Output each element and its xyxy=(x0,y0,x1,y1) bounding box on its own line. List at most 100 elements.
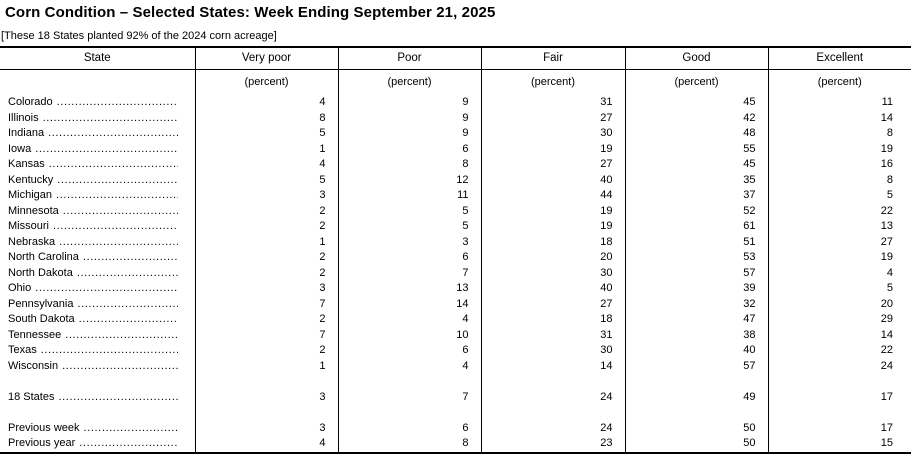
row-label-cell: Nebraska xyxy=(0,235,195,251)
dot-leader xyxy=(62,359,177,375)
row-label-cell: Minnesota xyxy=(0,204,195,220)
table-unit-row: (percent) (percent) (percent) (percent) (per… xyxy=(0,69,911,95)
row-label: Tennessee xyxy=(8,328,62,341)
value-cell: 45 xyxy=(624,157,768,173)
spacer-cell xyxy=(480,374,625,390)
value-cell: 8 xyxy=(767,172,911,188)
state-row: Iowa16195519 xyxy=(0,141,911,158)
dot-leader xyxy=(77,297,177,313)
row-label: Indiana xyxy=(8,127,45,139)
spacer-cell xyxy=(0,405,195,421)
value-cell: 20 xyxy=(480,250,625,266)
value-cell: 29 xyxy=(767,312,911,328)
row-label-cell: Missouri xyxy=(0,219,195,235)
value-cell: 40 xyxy=(480,172,625,188)
value-cell: 49 xyxy=(624,389,768,405)
value-cell: 7 xyxy=(337,265,481,281)
value-cell: 15 xyxy=(767,436,911,453)
dot-leader xyxy=(35,142,177,158)
value-cell: 4 xyxy=(337,312,481,328)
dot-leader xyxy=(83,250,178,266)
dot-leader xyxy=(58,390,177,406)
row-label: Wisconsin xyxy=(8,359,59,372)
value-cell: 4 xyxy=(194,95,338,111)
column-header-state: State xyxy=(0,47,195,70)
value-cell: 2 xyxy=(194,203,338,219)
value-cell: 2 xyxy=(194,250,338,266)
row-label-cell: Texas xyxy=(0,343,195,359)
value-cell: 24 xyxy=(767,358,911,374)
value-cell: 3 xyxy=(337,234,481,250)
report-title: Corn Condition – Selected States: Week E… xyxy=(5,4,496,21)
value-cell: 50 xyxy=(624,436,768,453)
value-cell: 31 xyxy=(480,327,625,343)
spacer-cell xyxy=(624,374,768,390)
column-header-very-poor: Very poor xyxy=(194,47,338,70)
dot-leader xyxy=(41,343,178,359)
value-cell: 6 xyxy=(337,343,481,359)
value-cell: 2 xyxy=(194,312,338,328)
value-cell: 40 xyxy=(480,281,625,297)
row-label-cell: Iowa xyxy=(0,142,195,158)
value-cell: 13 xyxy=(767,219,911,235)
value-cell: 37 xyxy=(624,188,768,204)
value-cell: 27 xyxy=(480,110,625,126)
value-cell: 57 xyxy=(624,358,768,374)
value-cell: 39 xyxy=(624,281,768,297)
value-cell: 2 xyxy=(194,219,338,235)
value-cell: 20 xyxy=(767,296,911,312)
value-cell: 8 xyxy=(337,436,481,453)
row-label-cell: Kansas xyxy=(0,157,195,173)
value-cell: 2 xyxy=(194,265,338,281)
value-cell: 14 xyxy=(767,327,911,343)
dot-leader xyxy=(49,157,178,173)
value-cell: 24 xyxy=(480,420,625,436)
value-cell: 7 xyxy=(194,327,338,343)
row-label-cell: 18 States xyxy=(0,390,195,406)
dot-leader xyxy=(63,204,178,220)
row-label: Ohio xyxy=(8,282,32,294)
value-cell: 53 xyxy=(624,250,768,266)
row-label: Previous week xyxy=(8,421,80,434)
value-cell: 14 xyxy=(337,296,481,312)
unit-cell: (percent) xyxy=(480,69,625,95)
row-label-cell: North Carolina xyxy=(0,250,195,266)
row-label-cell: Previous year xyxy=(0,436,195,453)
value-cell: 13 xyxy=(337,281,481,297)
unit-cell: (percent) xyxy=(194,69,338,95)
value-cell: 23 xyxy=(480,436,625,453)
value-cell: 35 xyxy=(624,172,768,188)
value-cell: 4 xyxy=(194,436,338,453)
dot-leader xyxy=(35,281,177,297)
value-cell: 5 xyxy=(337,219,481,235)
value-cell: 19 xyxy=(480,141,625,157)
value-cell: 47 xyxy=(624,312,768,328)
row-label-cell: Kentucky xyxy=(0,173,195,189)
value-cell: 3 xyxy=(194,188,338,204)
value-cell: 4 xyxy=(337,358,481,374)
value-cell: 22 xyxy=(767,343,911,359)
dot-leader xyxy=(59,235,177,251)
row-label: Michigan xyxy=(8,189,53,201)
value-cell: 44 xyxy=(480,188,625,204)
value-cell: 30 xyxy=(480,265,625,281)
value-cell: 40 xyxy=(624,343,768,359)
value-cell: 4 xyxy=(194,157,338,173)
row-label-cell: North Dakota xyxy=(0,266,195,282)
value-cell: 9 xyxy=(337,95,481,111)
value-cell: 27 xyxy=(480,157,625,173)
dot-leader xyxy=(79,312,178,328)
value-cell: 7 xyxy=(194,296,338,312)
value-cell: 18 xyxy=(480,234,625,250)
value-cell: 4 xyxy=(767,265,911,281)
row-label-cell: Illinois xyxy=(0,111,195,127)
